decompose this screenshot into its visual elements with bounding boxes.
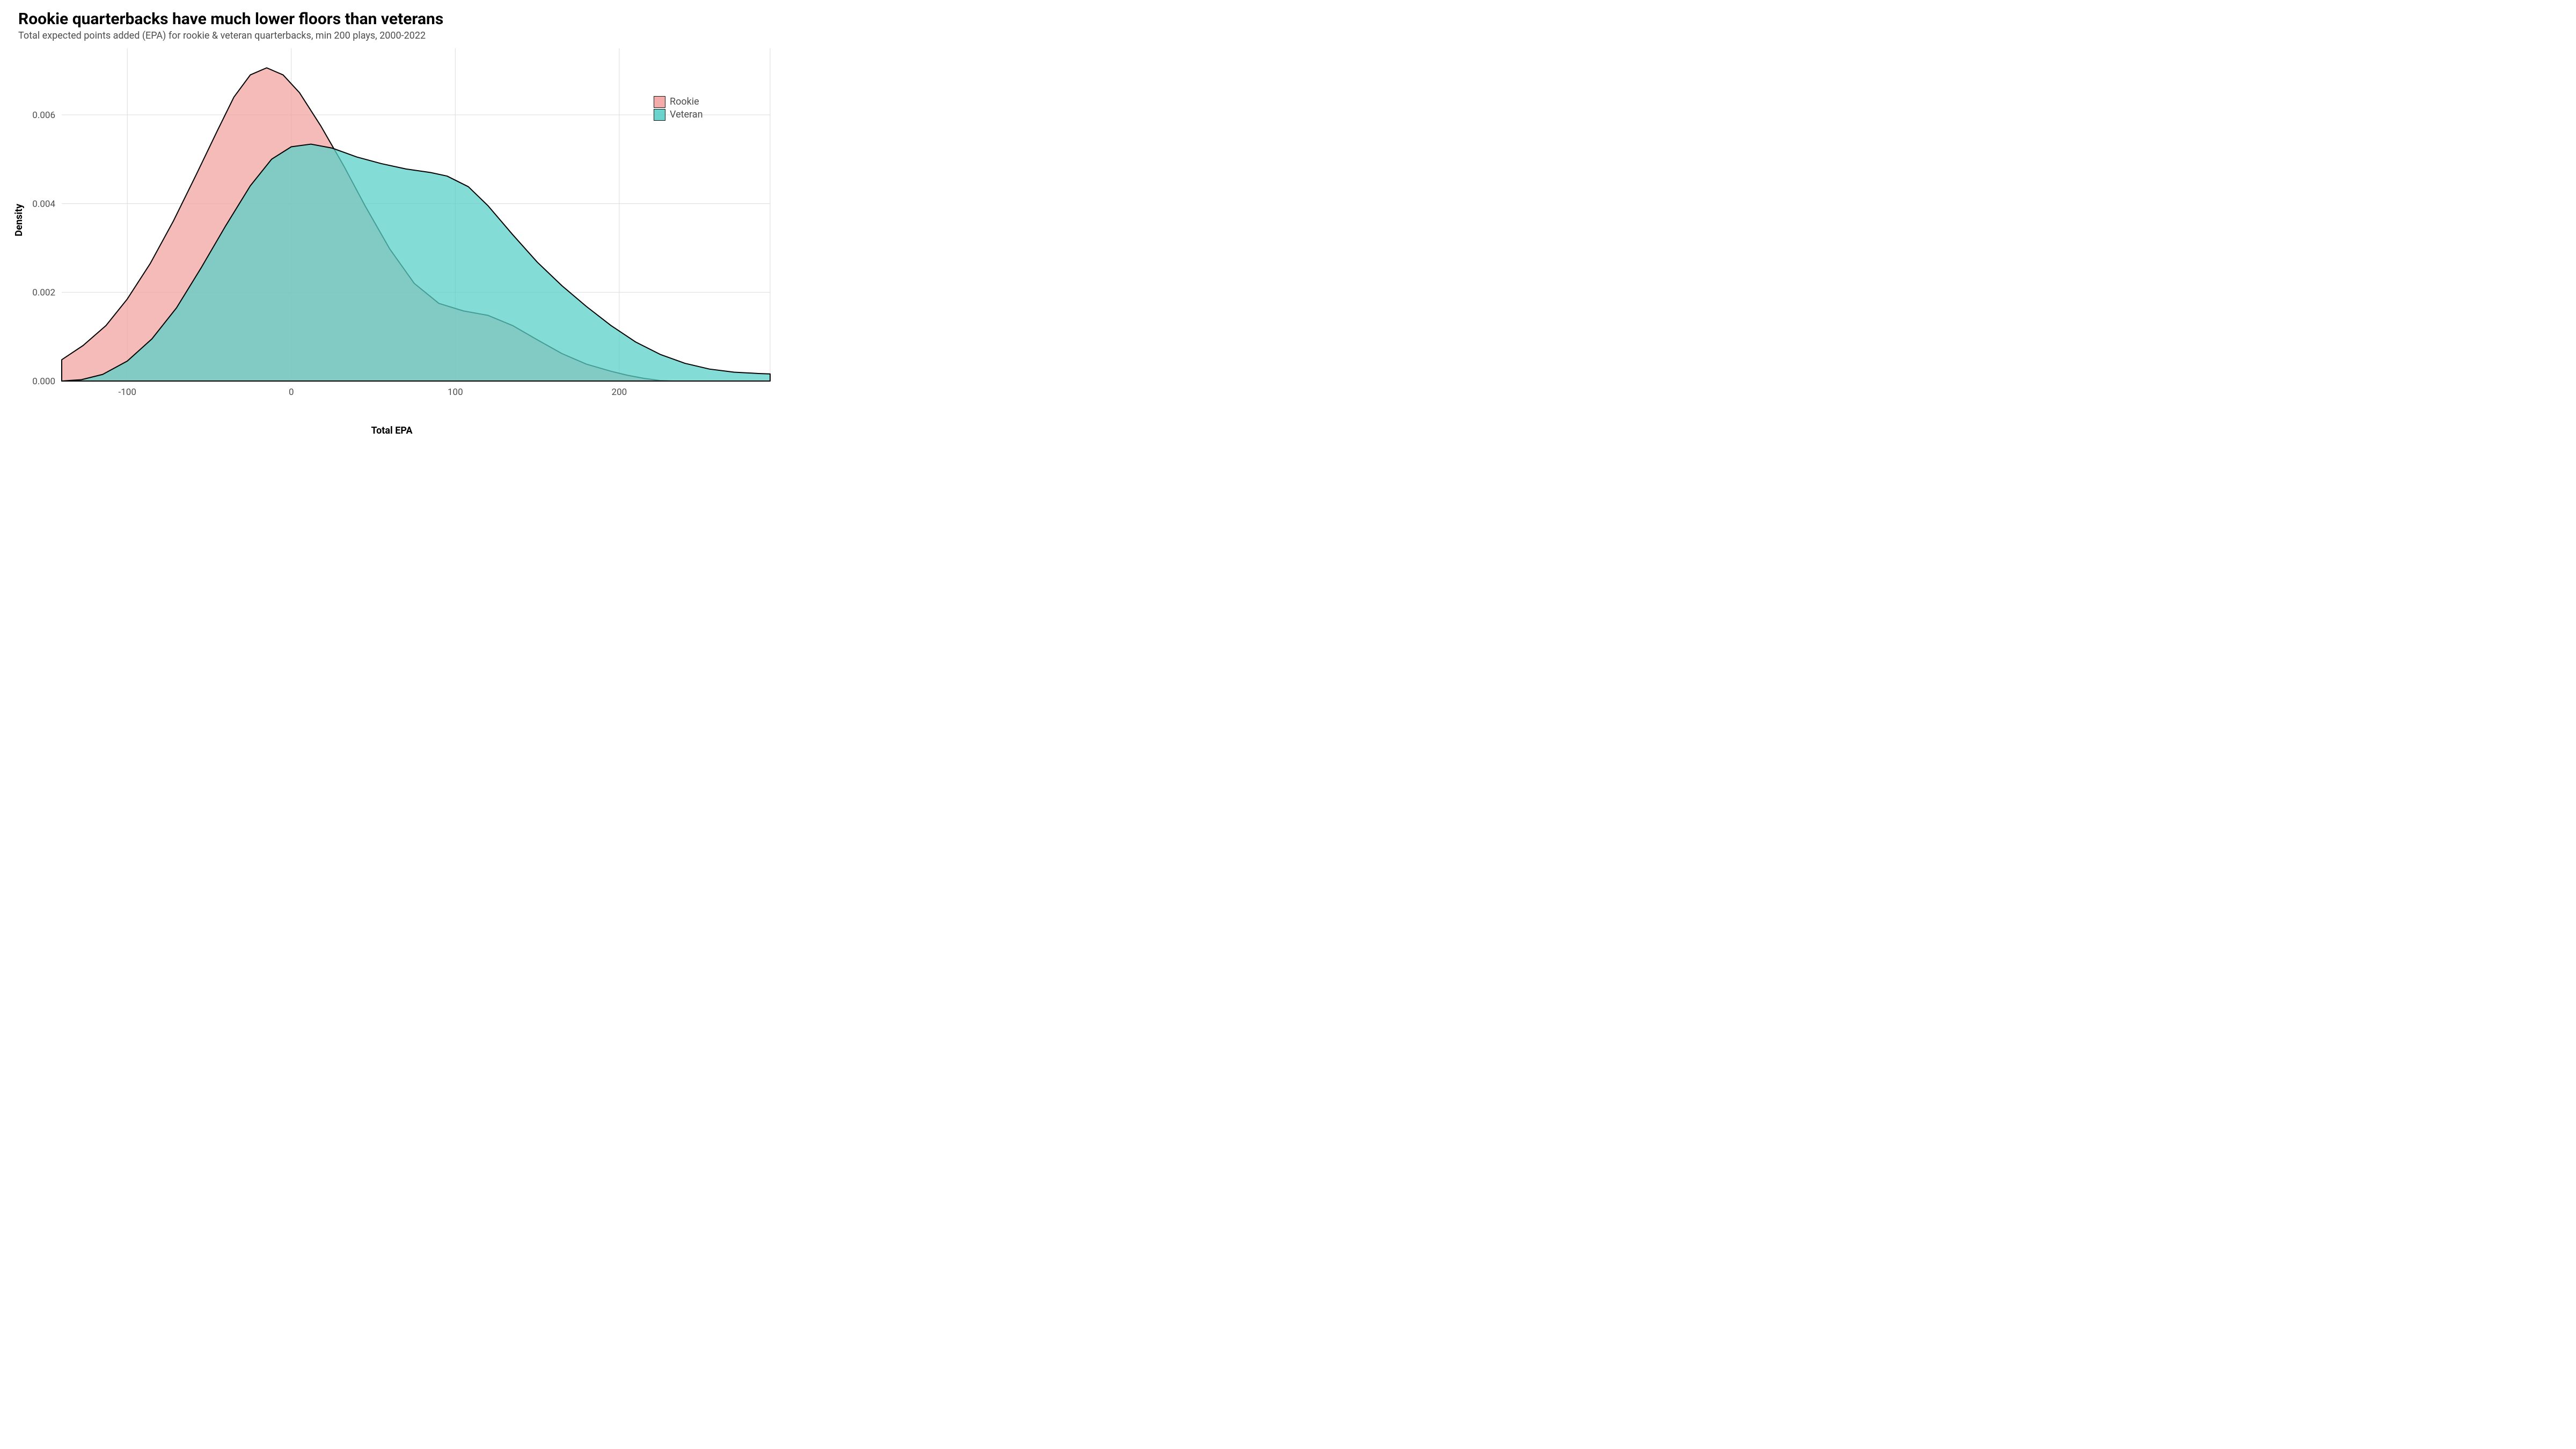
legend: Rookie Veteran	[654, 96, 703, 121]
legend-swatch-veteran	[654, 109, 665, 121]
legend-swatch-rookie	[654, 96, 665, 108]
svg-text:200: 200	[612, 387, 627, 398]
legend-item-veteran: Veteran	[654, 108, 703, 121]
svg-text:0: 0	[289, 387, 294, 398]
chart-container: Rookie quarterbacks have much lower floo…	[0, 0, 784, 441]
svg-text:0.002: 0.002	[32, 288, 55, 298]
chart-subtitle: Total expected points added (EPA) for ro…	[18, 30, 426, 41]
legend-label-rookie: Rookie	[670, 96, 699, 108]
legend-item-rookie: Rookie	[654, 96, 703, 108]
legend-label-veteran: Veteran	[670, 108, 703, 121]
y-axis-label: Density	[13, 204, 25, 237]
svg-text:0.000: 0.000	[32, 376, 55, 387]
x-axis-label: Total EPA	[371, 425, 412, 436]
svg-text:0.006: 0.006	[32, 110, 55, 121]
svg-text:-100: -100	[119, 387, 136, 398]
svg-text:0.004: 0.004	[32, 199, 55, 209]
chart-title: Rookie quarterbacks have much lower floo…	[18, 10, 443, 28]
svg-text:100: 100	[448, 387, 463, 398]
